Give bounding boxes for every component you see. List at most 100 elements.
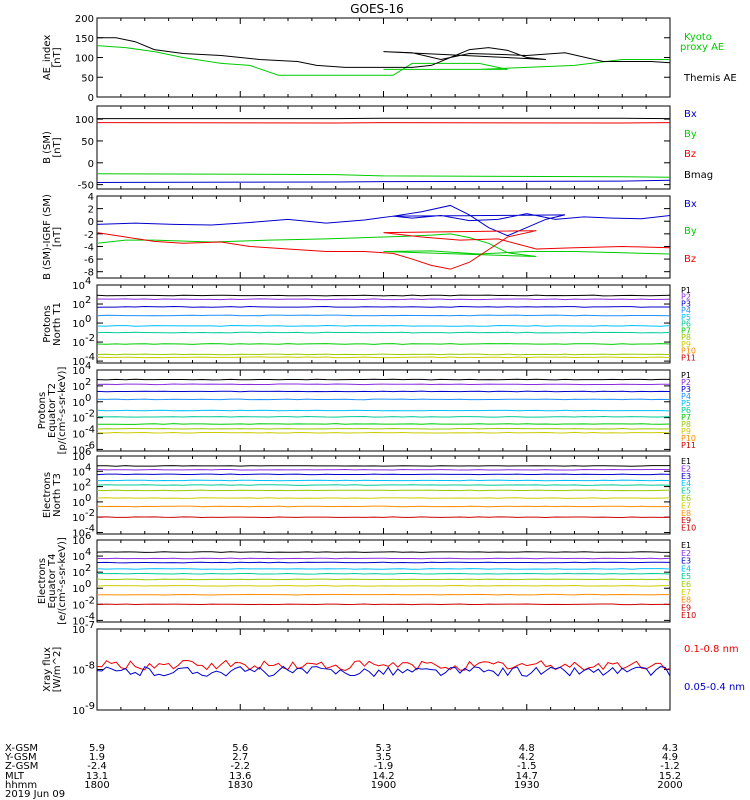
panel-frame bbox=[96, 455, 671, 535]
ephemeris-label: Z-GSM bbox=[5, 761, 38, 772]
legend-channel: P9 bbox=[681, 340, 691, 349]
y-tick-exponent: 6 bbox=[85, 531, 91, 542]
legend-channel: P3 bbox=[681, 385, 691, 394]
legend-channel: E3 bbox=[681, 557, 691, 566]
panel-data bbox=[97, 204, 670, 270]
channel-line bbox=[97, 398, 670, 401]
y-tick-label: 10 bbox=[72, 616, 85, 627]
ephemeris-label: MLT bbox=[5, 771, 25, 782]
series-line bbox=[97, 173, 670, 178]
legend-channel: P8 bbox=[681, 420, 691, 429]
ephemeris-label: Y-GSM bbox=[4, 752, 37, 763]
legend-channel: P9 bbox=[681, 427, 691, 436]
legend-channel: P7 bbox=[681, 413, 691, 422]
y-tick-label: -6 bbox=[84, 255, 94, 266]
legend-channel: P4 bbox=[681, 392, 691, 401]
legend-channel: P11 bbox=[681, 441, 696, 450]
y-tick-exponent: -6 bbox=[85, 440, 95, 451]
y-tick-label: 10 bbox=[72, 706, 85, 717]
legend-channel: P3 bbox=[681, 299, 691, 308]
legend-channel: P1 bbox=[681, 371, 691, 380]
y-axis-label: B (SM)-IGRF (SM) bbox=[42, 194, 53, 280]
legend-channel: P1 bbox=[681, 286, 691, 295]
legend-channel: E1 bbox=[681, 541, 691, 550]
channel-line bbox=[97, 603, 670, 606]
y-tick-exponent: -9 bbox=[85, 701, 95, 712]
panel-2: B (SM) [nT] -50 0 50 100 Bx By Bz Bmag bbox=[42, 105, 713, 192]
channel-line bbox=[97, 578, 670, 581]
y-tick-label: 10 bbox=[72, 552, 85, 563]
channel-line bbox=[97, 431, 670, 434]
y-tick-exponent: 2 bbox=[85, 563, 91, 574]
legend-channel: P4 bbox=[681, 306, 691, 315]
legend-item: Bz bbox=[684, 254, 696, 265]
y-tick-label: 100 bbox=[75, 115, 94, 126]
ephemeris-value: -1.2 bbox=[660, 761, 680, 772]
y-axis-label: Equator T2 bbox=[47, 383, 58, 438]
ephemeris-label: hhmm bbox=[5, 780, 37, 791]
ephemeris-value: 1930 bbox=[514, 780, 539, 791]
legend-channel: P10 bbox=[681, 347, 696, 356]
legend-channel: E5 bbox=[681, 572, 691, 581]
legend-channel: E4 bbox=[681, 564, 691, 573]
y-tick-exponent: -7 bbox=[85, 620, 95, 631]
legend-channel: E9 bbox=[681, 516, 691, 525]
y-tick-label: 150 bbox=[75, 34, 94, 45]
y-tick-exponent: -2 bbox=[85, 409, 95, 420]
y-tick-label: 10 bbox=[72, 366, 85, 377]
y-tick-label: 50 bbox=[81, 73, 94, 84]
series-line bbox=[97, 233, 670, 260]
ephemeris-value: -2.2 bbox=[230, 761, 250, 772]
y-tick-exponent: 0 bbox=[85, 393, 91, 404]
channel-line bbox=[97, 568, 670, 570]
y-tick-label: 100 bbox=[75, 54, 94, 65]
ephemeris-value: 1.9 bbox=[89, 752, 105, 763]
y-tick-label: 4 bbox=[88, 192, 94, 203]
channel-line bbox=[97, 353, 670, 356]
y-tick-label: 10 bbox=[72, 414, 85, 425]
y-axis-label: [p/(cm²-s-sr-keV)] bbox=[57, 367, 68, 455]
series-line bbox=[97, 204, 670, 237]
y-axis-label: B (SM) bbox=[42, 131, 53, 164]
y-tick-label: 0 bbox=[88, 93, 94, 104]
series-line bbox=[97, 37, 670, 68]
y-tick-label: 200 bbox=[75, 14, 94, 25]
y-axis-label: Electrons bbox=[42, 472, 53, 518]
y-axis-label: Protons bbox=[42, 305, 53, 342]
channel-line bbox=[97, 378, 670, 381]
series-line bbox=[97, 659, 670, 671]
y-tick-label: 10 bbox=[72, 445, 85, 456]
y-tick-exponent: 2 bbox=[85, 377, 91, 388]
y-tick-label: 10 bbox=[72, 536, 85, 547]
ephemeris-label: X-GSM bbox=[5, 743, 38, 754]
channel-line bbox=[97, 383, 670, 386]
channel-line bbox=[97, 505, 670, 508]
y-tick-exponent: -4 bbox=[85, 352, 95, 363]
ephemeris-label: 2019 Jun 09 bbox=[5, 789, 65, 800]
channel-line bbox=[97, 325, 670, 327]
channel-line bbox=[97, 314, 670, 317]
y-tick-label: 10 bbox=[72, 398, 85, 409]
channel-line bbox=[97, 516, 670, 518]
plot-title: GOES-16 bbox=[350, 2, 404, 16]
y-tick-label: 10 bbox=[72, 498, 85, 509]
ephemeris-value: -2.4 bbox=[87, 761, 107, 772]
series-line bbox=[97, 179, 670, 183]
channel-line bbox=[97, 409, 670, 412]
y-tick-exponent: -4 bbox=[85, 425, 95, 436]
y-tick-label: -50 bbox=[78, 181, 94, 192]
channel-line bbox=[97, 306, 670, 308]
y-tick-exponent: -2 bbox=[85, 508, 95, 519]
y-axis-label: Protons bbox=[37, 392, 48, 429]
legend-item: Bx bbox=[684, 109, 697, 120]
ephemeris-value: 1830 bbox=[228, 780, 253, 791]
y-tick-label: 10 bbox=[72, 357, 85, 368]
channel-line bbox=[97, 356, 670, 359]
channel-line bbox=[97, 593, 670, 596]
panel-data bbox=[97, 294, 670, 359]
legend-kyoto: Kyoto bbox=[684, 32, 712, 43]
y-tick-label: 10 bbox=[72, 300, 85, 311]
